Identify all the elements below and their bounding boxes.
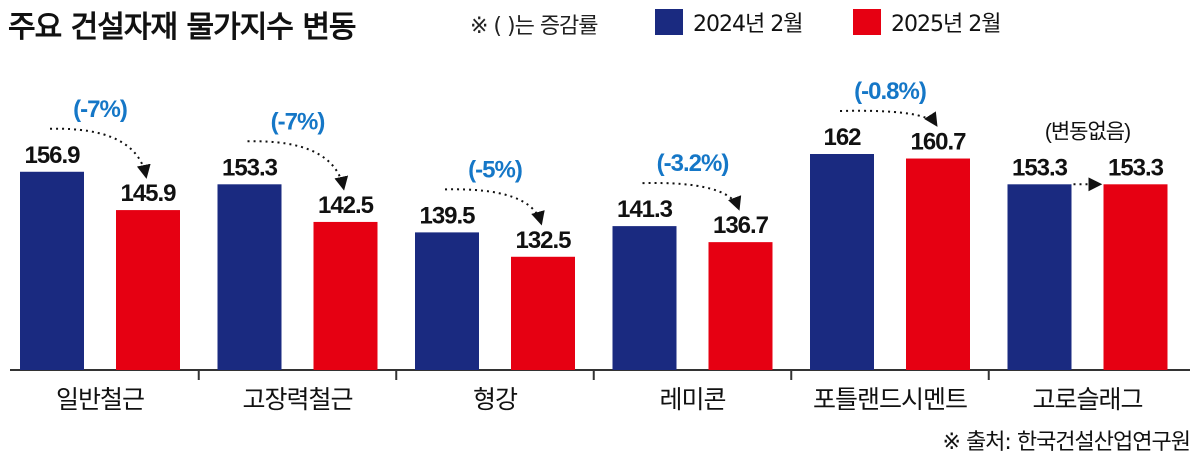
bar-2025-2 — [313, 221, 378, 370]
category-label-2: 고장력철근 — [242, 386, 352, 414]
change-arrow-5 — [839, 109, 938, 127]
change-note: ※ ( )는 증감률 — [470, 14, 599, 39]
change-arrow-4 — [642, 181, 742, 211]
change-label-5: (-0.8%) — [854, 78, 926, 105]
bar-2025-6 — [1103, 184, 1168, 370]
bar-2024-5 — [810, 154, 874, 370]
bar-2024-1 — [20, 171, 84, 370]
change-arrow-3 — [444, 188, 545, 226]
bar-2025-3 — [511, 256, 575, 370]
value-label-2025-6: 153.3 — [1108, 154, 1164, 181]
change-label-3: (-5%) — [468, 156, 522, 183]
change-label-4: (-3.2%) — [657, 150, 729, 177]
value-label-2024-3: 139.5 — [419, 202, 475, 229]
bar-2024-3 — [415, 232, 479, 370]
value-label-2025-4: 136.7 — [713, 212, 769, 239]
legend-item-2025: 2025년 2월 — [853, 6, 1001, 38]
value-label-2025-2: 142.5 — [318, 192, 374, 219]
value-label-2024-4: 141.3 — [617, 196, 673, 223]
value-label-2025-5: 160.7 — [910, 129, 966, 156]
bar-2025-1 — [116, 210, 180, 370]
value-label-2025-3: 132.5 — [515, 227, 571, 254]
value-label-2024-6: 153.3 — [1012, 154, 1068, 181]
value-label-2024-2: 153.3 — [222, 154, 278, 181]
category-label-3: 형강 — [473, 386, 518, 414]
bar-2025-4 — [708, 242, 773, 370]
value-label-2024-5: 162 — [823, 124, 861, 151]
bar-2024-2 — [217, 184, 282, 370]
legend-swatch-2025 — [853, 9, 881, 35]
source-note: ※ 출처: 한국건설산업연구원 — [942, 430, 1191, 455]
value-label-2024-1: 156.9 — [24, 142, 80, 169]
chart-title: 주요 건설자재 물가지수 변동 — [8, 10, 357, 45]
bar-2024-4 — [612, 226, 677, 370]
category-label-6: 고로슬래그 — [1032, 386, 1142, 414]
legend-item-2024: 2024년 2월 — [655, 6, 803, 38]
legend-swatch-2024 — [655, 9, 683, 35]
category-label-4: 레미콘 — [659, 386, 725, 414]
change-label-6: (변동없음) — [1045, 120, 1130, 143]
change-label-1: (-7%) — [73, 96, 127, 123]
category-label-5: 포틀랜드시멘트 — [813, 386, 967, 414]
change-label-2: (-7%) — [271, 108, 325, 135]
category-label-1: 일반철근 — [56, 386, 144, 414]
legend-label-2024: 2024년 2월 — [693, 12, 803, 37]
bar-2024-6 — [1007, 184, 1072, 370]
bar-2025-5 — [906, 158, 970, 370]
value-label-2025-1: 145.9 — [120, 180, 176, 207]
legend-label-2025: 2025년 2월 — [891, 12, 1001, 37]
